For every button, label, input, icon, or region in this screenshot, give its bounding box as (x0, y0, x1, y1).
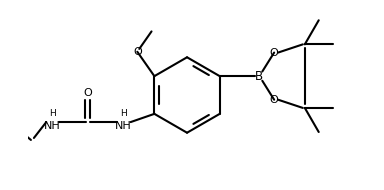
Text: NH: NH (44, 121, 61, 131)
Text: O: O (270, 95, 278, 105)
Text: H: H (120, 109, 127, 118)
Text: O: O (133, 47, 142, 57)
Text: O: O (270, 48, 278, 58)
Text: O: O (84, 88, 92, 98)
Text: H: H (49, 109, 56, 118)
Text: NH: NH (115, 121, 132, 131)
Text: B: B (255, 70, 263, 83)
